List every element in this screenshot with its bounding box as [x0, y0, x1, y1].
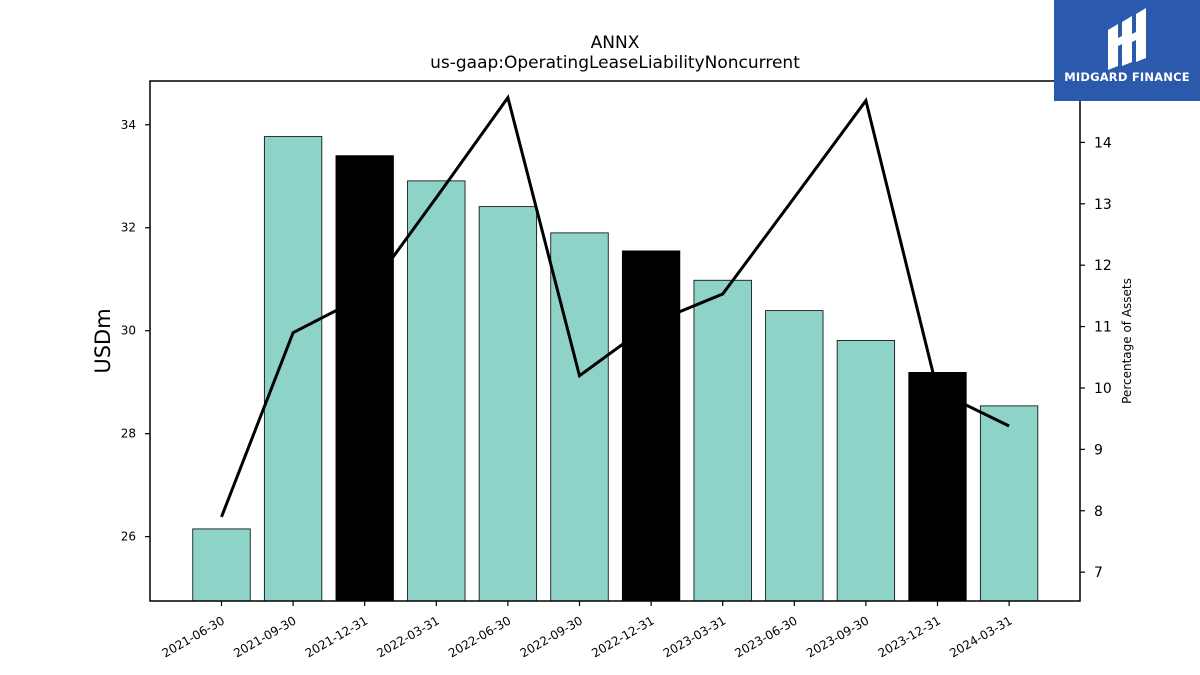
- y-tick-label: 28: [121, 427, 136, 441]
- right-axis: 7 8 9 10 11 12 13 14: [1080, 135, 1112, 581]
- bar-2021-09-30: [263, 136, 323, 602]
- bar-2023-06-30: [765, 310, 824, 602]
- line-series: [220, 94, 1010, 518]
- y2-tick-label: 11: [1094, 320, 1112, 336]
- x-tick-label: 2023-12-31: [876, 613, 943, 660]
- line-percentage-of-assets: [220, 94, 1010, 518]
- y2-axis-label: Percentage of Assets: [1120, 278, 1134, 404]
- plot-frame: [149, 80, 1081, 602]
- y-axis-label: USDm: [91, 308, 115, 373]
- chart-subtitle: us-gaap:OperatingLeaseLiabilityNoncurren…: [430, 53, 800, 73]
- x-tick-label: 2023-06-30: [732, 613, 799, 660]
- bar-2022-12-31: [621, 250, 681, 602]
- bar-2022-09-30: [550, 232, 609, 602]
- x-tick-label: 2024-03-31: [947, 613, 1014, 660]
- x-tick-label: 2023-09-30: [804, 613, 871, 660]
- logo-text: MIDGARD FINANCE: [1064, 70, 1190, 84]
- midgard-finance-logo: MIDGARD FINANCE: [1054, 0, 1200, 101]
- y-tick-label: 30: [121, 324, 136, 338]
- chart-title: ANNX: [591, 33, 640, 53]
- x-tick-label: 2022-03-31: [374, 613, 441, 660]
- y2-tick-label: 14: [1094, 135, 1112, 151]
- bar-2021-12-31: [335, 155, 394, 602]
- bar-2021-06-30: [192, 528, 251, 602]
- y-tick-label: 32: [121, 221, 136, 235]
- x-tick-label: 2022-06-30: [446, 613, 513, 660]
- y2-tick-label: 7: [1094, 565, 1103, 581]
- bar-2022-03-31: [407, 180, 466, 602]
- y2-tick-label: 10: [1094, 381, 1112, 397]
- bar-2023-09-30: [836, 340, 896, 602]
- y-tick-label: 26: [121, 530, 136, 544]
- x-tick-label: 2021-06-30: [160, 613, 227, 660]
- x-tick-label: 2022-12-31: [589, 613, 656, 660]
- y2-tick-label: 8: [1094, 504, 1103, 520]
- y2-tick-label: 13: [1094, 197, 1112, 213]
- bar-series: [192, 136, 1039, 602]
- x-tick-label: 2021-09-30: [231, 613, 298, 660]
- logo-mark-icon: [1108, 8, 1146, 70]
- x-tick-label: 2021-12-31: [303, 613, 370, 660]
- x-axis: 2021-06-30 2021-09-30 2021-12-31 2022-03-31…: [160, 601, 1015, 660]
- bar-2023-12-31: [908, 372, 967, 602]
- bar-2023-03-31: [693, 279, 752, 602]
- x-tick-label: 2023-03-31: [661, 613, 728, 660]
- left-axis: 26 28 30 32 34: [121, 118, 150, 544]
- y2-tick-label: 9: [1094, 442, 1103, 458]
- bar-2024-03-31: [979, 405, 1039, 602]
- bar-2022-06-30: [478, 206, 538, 602]
- x-tick-label: 2022-09-30: [518, 613, 585, 660]
- y2-tick-label: 12: [1094, 258, 1112, 274]
- y-tick-label: 34: [121, 118, 136, 132]
